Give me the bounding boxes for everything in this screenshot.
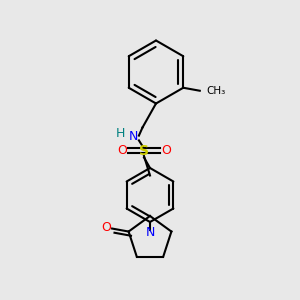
- Text: O: O: [161, 144, 171, 157]
- Text: O: O: [101, 220, 111, 233]
- Text: S: S: [139, 144, 149, 158]
- Text: O: O: [117, 144, 127, 157]
- Text: CH₃: CH₃: [206, 86, 226, 96]
- Text: N: N: [145, 226, 155, 239]
- Text: H: H: [115, 127, 125, 140]
- Text: N: N: [129, 130, 138, 143]
